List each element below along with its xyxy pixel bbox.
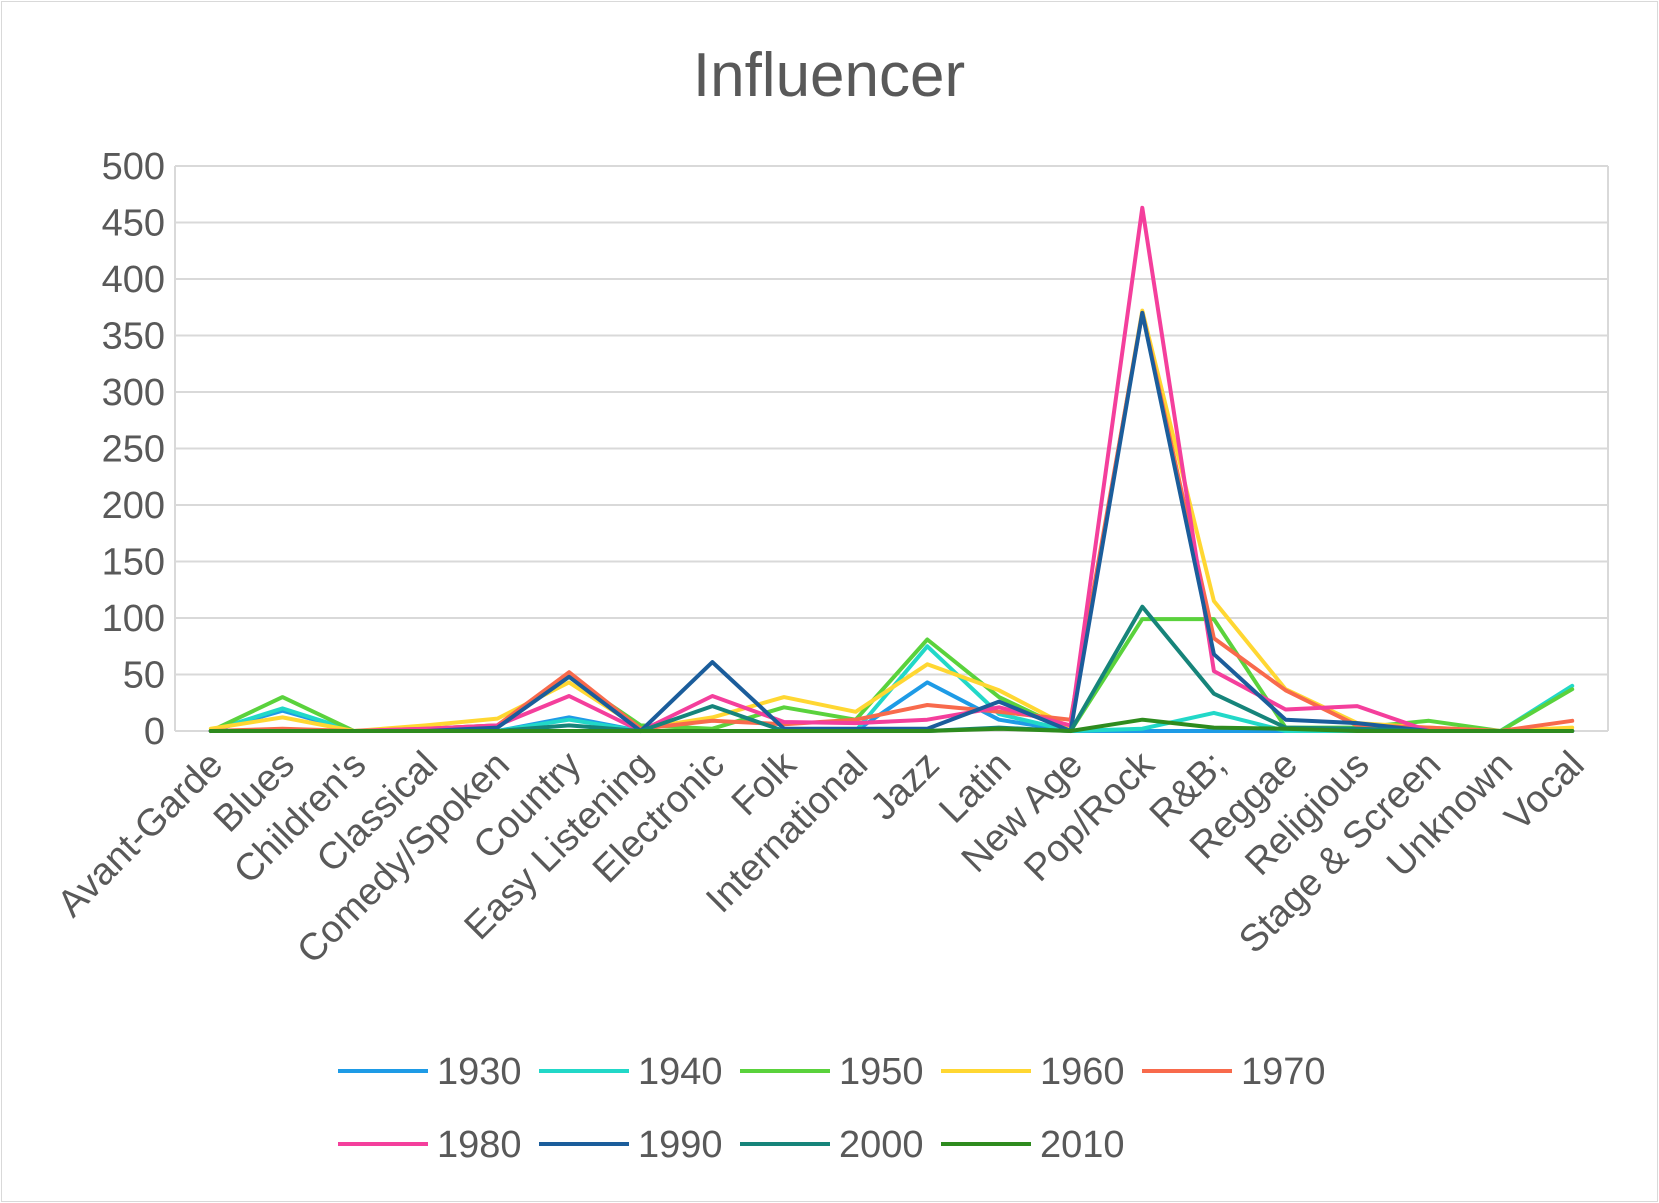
legend-label: 2010 — [1040, 1124, 1125, 1166]
chart-title: Influencer — [693, 41, 965, 110]
x-axis-ticks: Avant-GardeBluesChildren'sClassicalComed… — [50, 743, 1593, 972]
legend-label: 1960 — [1040, 1051, 1125, 1093]
legend-label: 1940 — [638, 1051, 723, 1093]
y-tick-label-450: 450 — [102, 203, 165, 245]
y-tick-label-150: 150 — [102, 542, 165, 584]
legend-item-1940: 1940 — [539, 1051, 723, 1093]
legend-label: 1930 — [437, 1051, 522, 1093]
series-lines — [208, 205, 1575, 733]
y-tick-label-300: 300 — [102, 372, 165, 414]
legend-item-2000: 2000 — [740, 1124, 924, 1166]
legend-item-1990: 1990 — [539, 1124, 723, 1166]
legend-label: 1950 — [839, 1051, 924, 1093]
y-tick-label-100: 100 — [102, 598, 165, 640]
y-tick-label-200: 200 — [102, 485, 165, 527]
legend-label: 1980 — [437, 1124, 522, 1166]
y-axis-ticks: 0 50 100 150 200 250 300 350 400 450 500 — [102, 146, 165, 753]
legend-item-1930: 1930 — [338, 1051, 522, 1093]
y-tick-label-500: 500 — [102, 146, 165, 188]
x-tick-label: Jazz — [863, 744, 948, 829]
legend-item-1950: 1950 — [740, 1051, 924, 1093]
x-tick-label: Avant-Garde — [50, 744, 232, 926]
y-tick-label-0: 0 — [144, 711, 165, 753]
series-line-1990 — [208, 310, 1575, 733]
series-line-1960 — [208, 308, 1575, 733]
y-tick-label-250: 250 — [102, 429, 165, 471]
y-tick-label-50: 50 — [123, 655, 165, 697]
legend-item-1970: 1970 — [1142, 1051, 1326, 1093]
series-line-1980 — [208, 205, 1575, 733]
legend-label: 2000 — [839, 1124, 924, 1166]
legend-item-1960: 1960 — [941, 1051, 1125, 1093]
legend-label: 1970 — [1241, 1051, 1326, 1093]
y-tick-label-350: 350 — [102, 316, 165, 358]
y-tick-label-400: 400 — [102, 259, 165, 301]
legend-item-2010: 2010 — [941, 1124, 1125, 1166]
legend: 1930 1940 1950 1960 1970 1980 1990 2000 2010 — [338, 1051, 1326, 1166]
x-tick-label: Vocal — [1497, 744, 1592, 839]
legend-label: 1990 — [638, 1124, 723, 1166]
series-line-2010 — [208, 717, 1575, 733]
gridlines — [175, 165, 1608, 676]
legend-item-1980: 1980 — [338, 1124, 522, 1166]
series-line-1970 — [208, 310, 1575, 733]
